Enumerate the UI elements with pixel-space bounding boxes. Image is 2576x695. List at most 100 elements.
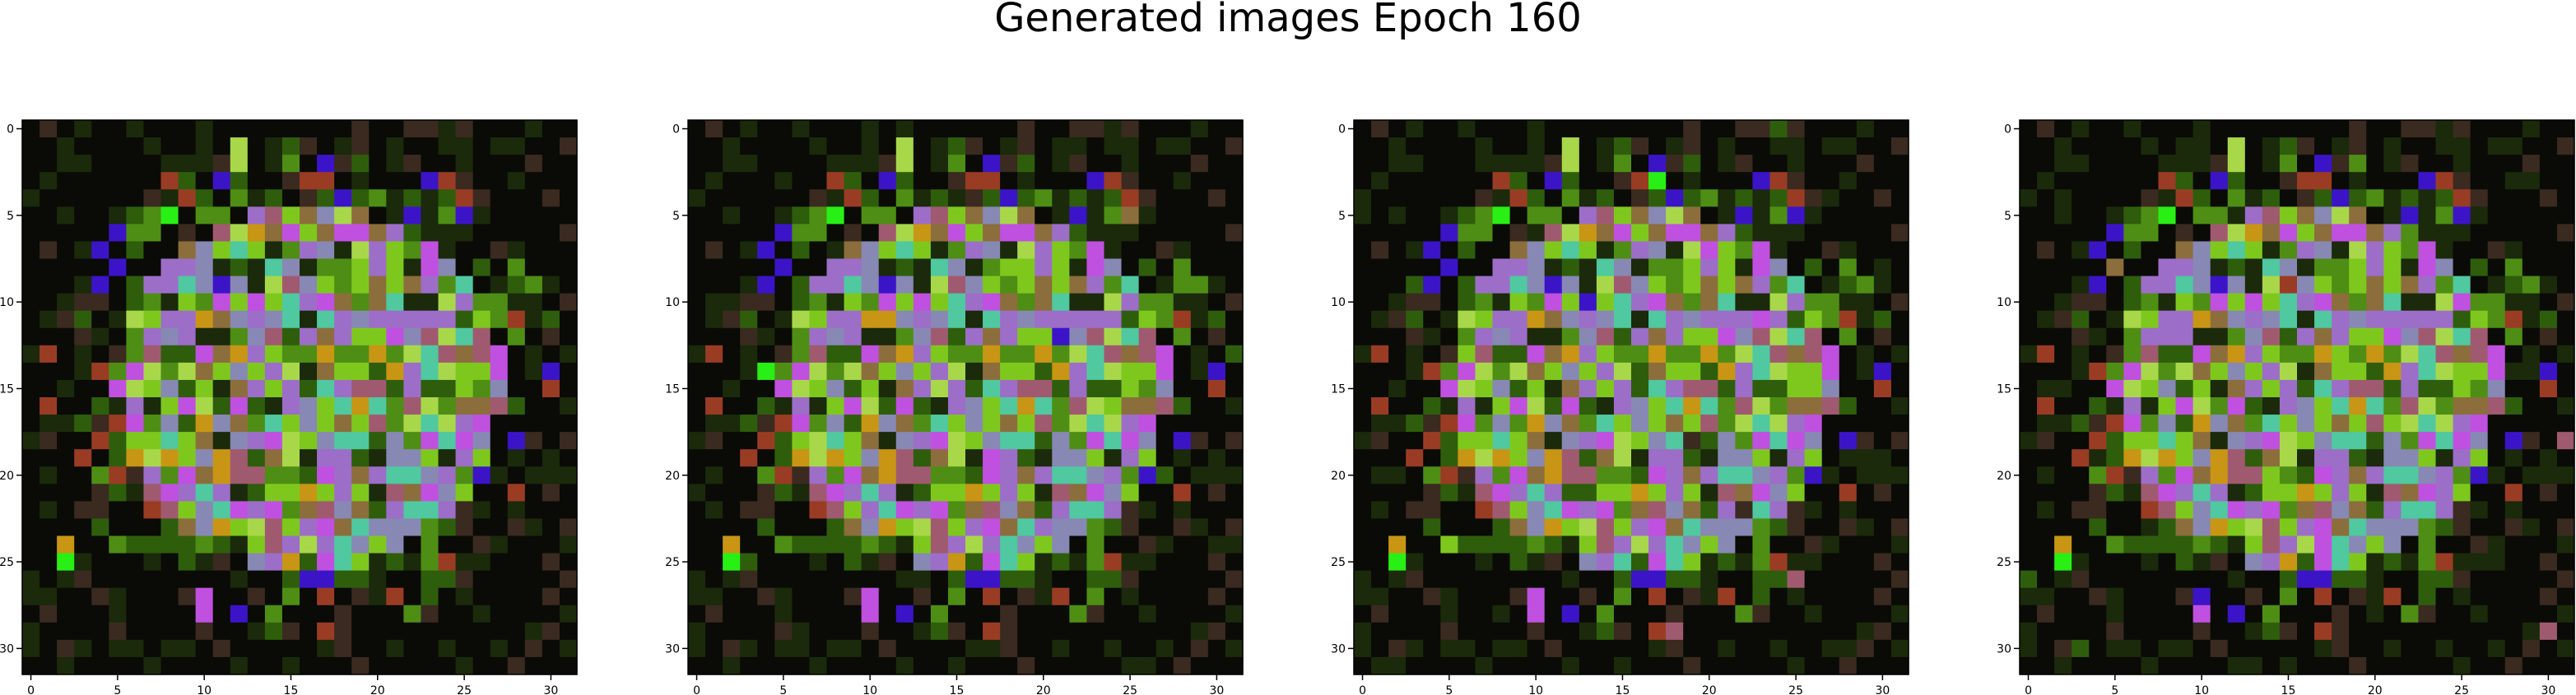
- pixel: [1000, 137, 1018, 155]
- pixel: [2037, 206, 2055, 225]
- pixel: [2175, 656, 2194, 675]
- pixel: [1207, 484, 1226, 502]
- pixel: [2175, 501, 2194, 520]
- pixel: [1700, 224, 1718, 243]
- pixel: [1648, 206, 1667, 225]
- pixel: [1527, 345, 1546, 364]
- pixel: [403, 449, 422, 467]
- pixel: [490, 587, 509, 606]
- pixel: [878, 432, 897, 450]
- pixel: [91, 379, 109, 398]
- pixel: [1000, 639, 1018, 658]
- pixel: [1839, 189, 1858, 207]
- pixel: [1856, 535, 1875, 554]
- pixel: [1804, 206, 1823, 225]
- pixel: [524, 137, 543, 155]
- pixel: [2539, 570, 2558, 589]
- pixel: [2487, 432, 2506, 450]
- pixel: [1631, 553, 1649, 572]
- pixel: [1821, 518, 1840, 537]
- pixel: [524, 656, 543, 675]
- pixel: [2037, 137, 2055, 155]
- pixel: [2401, 189, 2420, 207]
- pixel: [2556, 484, 2575, 502]
- pixel: [1000, 553, 1018, 572]
- pixel: [212, 379, 231, 398]
- pixel: [438, 570, 457, 589]
- pixel: [1613, 484, 1632, 502]
- pixel: [403, 466, 422, 484]
- pixel: [1225, 605, 1244, 623]
- pixel: [2383, 466, 2402, 484]
- pixel: [109, 484, 127, 502]
- pixel: [1787, 224, 1806, 243]
- pixel: [1173, 345, 1192, 364]
- pixel: [1648, 362, 1667, 381]
- pixel: [247, 327, 266, 346]
- pixel: [57, 397, 75, 415]
- pixel: [351, 345, 370, 364]
- pixel: [472, 432, 491, 450]
- pixel: [1666, 362, 1684, 381]
- pixel: [22, 484, 40, 502]
- pixel: [2383, 206, 2402, 225]
- pixel: [1666, 345, 1684, 364]
- pixel: [421, 224, 439, 243]
- pixel: [826, 501, 845, 520]
- pixel: [1804, 379, 1823, 398]
- pixel: [2262, 189, 2281, 207]
- pixel: [1579, 206, 1597, 225]
- pixel: [1190, 501, 1209, 520]
- pixel: [1718, 466, 1736, 484]
- pixel: [1596, 656, 1615, 675]
- pixel: [723, 656, 741, 675]
- pixel: [826, 656, 845, 675]
- pixel: [2175, 293, 2194, 312]
- pixel: [2244, 605, 2263, 623]
- pixel: [490, 137, 509, 155]
- pixel: [1787, 258, 1806, 277]
- pixel: [2244, 137, 2263, 155]
- pixel: [1000, 345, 1018, 364]
- pixel: [1086, 639, 1105, 658]
- pixel: [1440, 155, 1458, 173]
- pixel: [705, 172, 723, 190]
- pixel: [2470, 137, 2489, 155]
- pixel: [1121, 605, 1140, 623]
- pixel: [1138, 155, 1157, 173]
- pixel: [1821, 605, 1840, 623]
- pixel: [1666, 120, 1684, 138]
- pixel: [1683, 466, 1701, 484]
- pixel: [1017, 397, 1035, 415]
- pixel: [524, 466, 543, 484]
- pixel: [895, 501, 914, 520]
- pixel: [160, 587, 179, 606]
- pixel: [490, 605, 509, 623]
- pixel: [1371, 397, 1389, 415]
- pixel: [507, 415, 526, 433]
- pixel: [91, 310, 109, 329]
- pixel: [1423, 345, 1441, 364]
- pixel: [913, 587, 932, 606]
- pixel: [1069, 501, 1088, 520]
- pixel: [1718, 501, 1736, 520]
- pixel: [2054, 397, 2072, 415]
- pixel: [490, 189, 509, 207]
- pixel: [1613, 466, 1632, 484]
- pixel: [2244, 639, 2263, 658]
- pixel: [895, 605, 914, 623]
- pixel: [1839, 379, 1858, 398]
- pixel: [1475, 310, 1494, 329]
- pixel: [1735, 241, 1754, 260]
- pixel: [757, 605, 775, 623]
- pixel: [1648, 449, 1667, 467]
- pixel: [126, 189, 145, 207]
- pixel: [2539, 397, 2558, 415]
- pixel: [455, 276, 474, 294]
- pixel: [1527, 501, 1546, 520]
- pixel: [1406, 535, 1424, 554]
- pixel: [2106, 397, 2124, 415]
- pixel: [1527, 466, 1546, 484]
- pixel: [369, 535, 387, 554]
- pixel: [1225, 622, 1244, 641]
